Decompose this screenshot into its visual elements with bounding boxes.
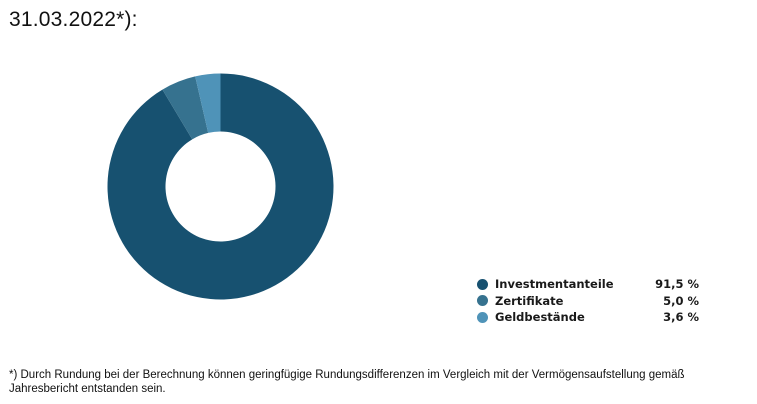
chart-legend: Investmentanteile 91,5 % Zertifikate 5,0 % G… (477, 276, 707, 326)
donut-chart (107, 73, 334, 300)
legend-swatch-icon (477, 278, 488, 290)
legend-label: Investmentanteile (495, 277, 614, 292)
legend-value: 91,5 % (655, 277, 699, 292)
donut-slice-geldbestände (195, 73, 221, 133)
donut-slice-zertifikate (162, 76, 209, 140)
legend-label: Zertifikate (495, 293, 564, 308)
legend-value: 5,0 % (663, 293, 699, 308)
legend-item: Zertifikate 5,0 % (477, 293, 707, 310)
legend-item: Geldbestände 3,6 % (477, 309, 707, 326)
legend-swatch-icon (477, 295, 488, 307)
legend-swatch-icon (477, 311, 488, 323)
legend-value: 3,6 % (663, 310, 699, 325)
legend-item: Investmentanteile 91,5 % (477, 276, 707, 293)
donut-slice-investmentanteile (107, 73, 334, 300)
page-title: 31.03.2022*): (9, 8, 138, 31)
footnote: *) Durch Rundung bei der Berechnung könn… (9, 369, 685, 395)
legend-label: Geldbestände (495, 310, 585, 325)
